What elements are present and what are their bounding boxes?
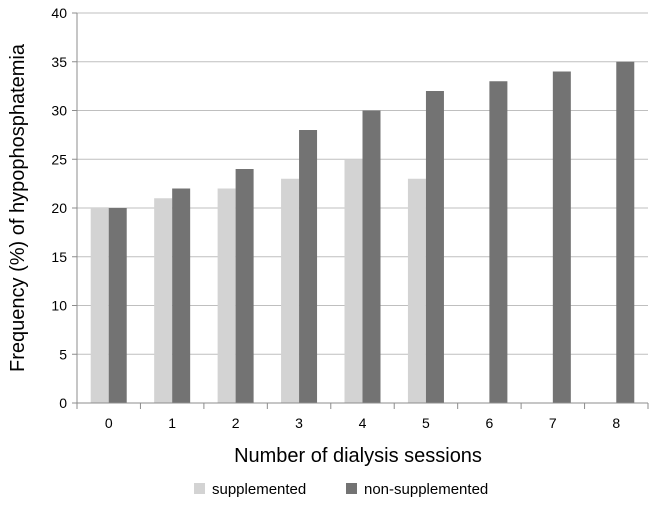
x-tick-label: 5 (422, 415, 430, 431)
y-tick-labels: 0 5 10 15 20 25 30 35 40 (51, 5, 67, 411)
y-tick-label: 40 (51, 5, 67, 21)
x-tick-label: 6 (485, 415, 493, 431)
y-tick-label: 25 (51, 151, 67, 167)
x-tick-labels: 0 1 2 3 4 5 6 7 8 (105, 415, 621, 431)
x-axis-title: Number of dialysis sessions (234, 445, 482, 467)
bar-supplemented-2 (217, 188, 236, 403)
y-tick-label: 0 (59, 395, 67, 411)
legend-label-non-supplemented: non-supplemented (364, 481, 488, 498)
bar-supplemented-5 (407, 178, 426, 403)
y-axis-title: Frequency (%) of hypophosphatemia (7, 43, 29, 372)
bar-non-supplemented-3 (299, 130, 318, 403)
bar-non-supplemented-1 (172, 188, 191, 403)
y-tick-label: 10 (51, 298, 67, 314)
legend: supplemented non-supplemented (194, 481, 488, 498)
bar-non-supplemented-5 (425, 91, 444, 403)
x-tick-label: 3 (295, 415, 303, 431)
legend-swatch-non-supplemented (346, 483, 357, 494)
legend-label-supplemented: supplemented (212, 481, 306, 498)
x-tick-label: 7 (549, 415, 557, 431)
y-tick-label: 20 (51, 200, 67, 216)
bar-non-supplemented-8 (616, 61, 635, 403)
x-tick-label: 1 (168, 415, 176, 431)
bar-supplemented-3 (281, 178, 300, 403)
x-tick-label: 0 (105, 415, 113, 431)
x-tick-label: 8 (612, 415, 620, 431)
bar-non-supplemented-7 (552, 71, 571, 403)
y-tick-label: 35 (51, 54, 67, 70)
x-tick-label: 2 (232, 415, 240, 431)
bars (90, 61, 635, 403)
bar-non-supplemented-2 (235, 169, 254, 403)
bar-non-supplemented-4 (362, 110, 381, 403)
x-tick-label: 4 (359, 415, 367, 431)
axes (72, 12, 649, 409)
bar-non-supplemented-0 (108, 208, 127, 403)
bar-supplemented-4 (344, 159, 363, 403)
y-tick-label: 15 (51, 249, 67, 265)
bar-supplemented-0 (90, 208, 109, 403)
bar-non-supplemented-6 (489, 81, 508, 403)
legend-swatch-supplemented (194, 483, 205, 494)
y-tick-label: 30 (51, 103, 67, 119)
bar-supplemented-1 (154, 198, 173, 403)
y-tick-label: 5 (59, 346, 67, 362)
